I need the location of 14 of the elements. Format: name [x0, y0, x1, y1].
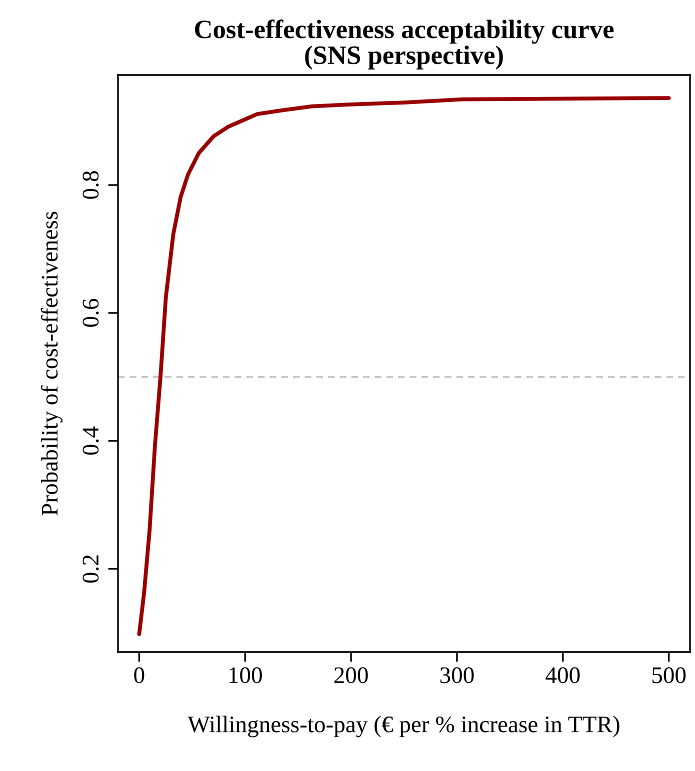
- y-tick-label: 0.4: [82, 426, 99, 455]
- x-axis-title: Willingness-to-pay (€ per % increase in TTR): [188, 716, 620, 738]
- chart-title: Cost-effectiveness acceptability curve (SNS perspective): [194, 19, 614, 70]
- x-tick-label: 0: [134, 667, 144, 684]
- y-tick-label: 0.2: [82, 555, 99, 583]
- x-tick-label: 400: [546, 667, 580, 684]
- x-tick-label: 500: [652, 667, 686, 684]
- y-tick-label: 0.8: [82, 171, 99, 199]
- line-series: [137, 96, 671, 636]
- x-tick-label: 300: [440, 667, 474, 684]
- x-tick-label: 200: [334, 667, 368, 684]
- x-tick-label: 100: [229, 667, 262, 684]
- y-axis-title: Probability of cost-effectiveness: [40, 212, 63, 516]
- y-tick-label: 0.6: [82, 298, 99, 327]
